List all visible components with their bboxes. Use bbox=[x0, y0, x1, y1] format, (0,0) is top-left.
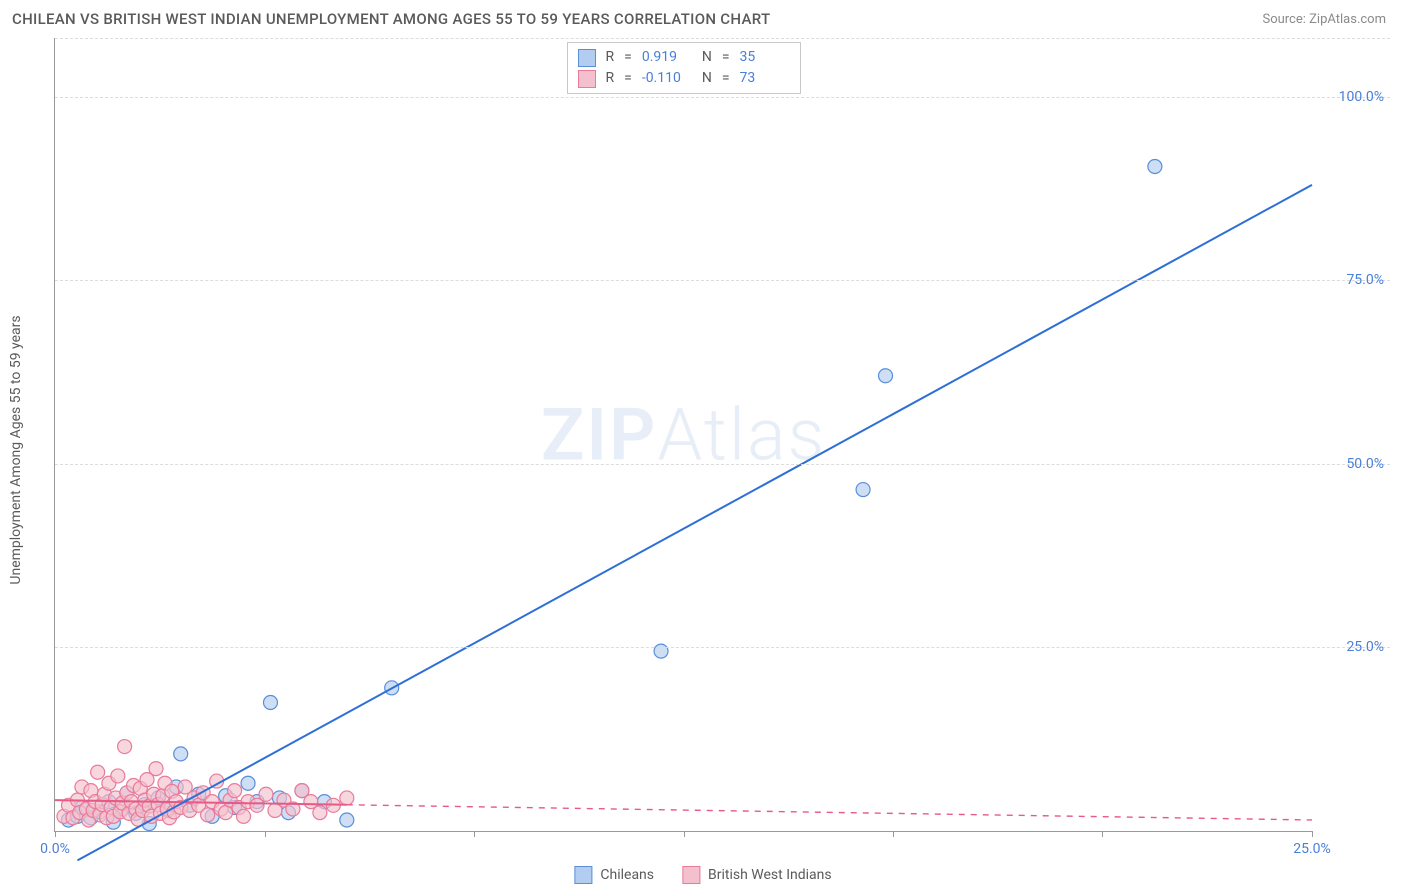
chart-header: CHILEAN VS BRITISH WEST INDIAN UNEMPLOYM… bbox=[0, 0, 1406, 34]
y-axis-label: Unemployment Among Ages 55 to 59 years bbox=[8, 315, 24, 584]
data-point bbox=[241, 776, 255, 790]
data-point bbox=[91, 765, 105, 779]
r-label: R bbox=[605, 68, 614, 89]
grid-line bbox=[55, 38, 1390, 39]
r-label: R bbox=[605, 47, 614, 68]
grid-line bbox=[55, 280, 1390, 281]
data-point bbox=[174, 747, 188, 761]
x-tick bbox=[1312, 831, 1313, 837]
data-point bbox=[340, 791, 354, 805]
trend-line bbox=[77, 185, 1312, 861]
legend-label: Chileans bbox=[600, 867, 654, 883]
series-swatch bbox=[577, 49, 595, 67]
data-point bbox=[259, 787, 273, 801]
chart-container: Unemployment Among Ages 55 to 59 years Z… bbox=[40, 38, 1390, 846]
grid-line bbox=[55, 647, 1390, 648]
trend-line-extrapolated bbox=[347, 805, 1312, 820]
data-point bbox=[879, 369, 893, 383]
n-value: 73 bbox=[740, 68, 790, 89]
legend-swatch bbox=[682, 866, 700, 884]
r-value: 0.919 bbox=[642, 47, 692, 68]
data-point bbox=[118, 740, 132, 754]
x-tick bbox=[474, 831, 475, 837]
stats-row: R = -0.110 N = 73 bbox=[577, 68, 789, 89]
x-tick bbox=[893, 831, 894, 837]
x-tick-label: 0.0% bbox=[40, 841, 70, 857]
r-value: -0.110 bbox=[642, 68, 692, 89]
grid-line bbox=[55, 464, 1390, 465]
n-label: N bbox=[702, 47, 712, 68]
y-tick-label: 50.0% bbox=[1346, 456, 1384, 472]
data-point bbox=[654, 644, 668, 658]
chart-legend: Chileans British West Indians bbox=[574, 866, 831, 884]
data-point bbox=[263, 696, 277, 710]
data-point bbox=[1148, 159, 1162, 173]
legend-item: Chileans bbox=[574, 866, 654, 884]
y-tick-label: 75.0% bbox=[1346, 272, 1384, 288]
eq-label: = bbox=[722, 47, 730, 68]
n-value: 35 bbox=[740, 47, 790, 68]
x-tick bbox=[1102, 831, 1103, 837]
scatter-plot-svg bbox=[55, 38, 1312, 831]
correlation-stats-box: R = 0.919 N = 35 R = -0.110 N = 73 bbox=[566, 42, 800, 94]
x-tick-label: 25.0% bbox=[1293, 841, 1331, 857]
data-point bbox=[237, 809, 251, 823]
data-point bbox=[228, 784, 242, 798]
x-tick bbox=[684, 831, 685, 837]
y-tick-label: 100.0% bbox=[1339, 89, 1384, 105]
data-point bbox=[149, 762, 163, 776]
data-point bbox=[111, 769, 125, 783]
data-point bbox=[201, 808, 215, 822]
eq-label: = bbox=[624, 68, 632, 89]
x-tick bbox=[265, 831, 266, 837]
eq-label: = bbox=[722, 68, 730, 89]
plot-area: ZIPAtlas R=0.919N=35R=-0.110N=73 25.0%50… bbox=[54, 38, 1312, 832]
data-point bbox=[313, 806, 327, 820]
grid-line bbox=[55, 97, 1390, 98]
n-label: N bbox=[702, 68, 712, 89]
x-tick bbox=[55, 831, 56, 837]
legend-item: British West Indians bbox=[682, 866, 832, 884]
legend-label: British West Indians bbox=[708, 867, 832, 883]
legend-swatch bbox=[574, 866, 592, 884]
y-tick-label: 25.0% bbox=[1346, 639, 1384, 655]
eq-label: = bbox=[624, 47, 632, 68]
chart-title: CHILEAN VS BRITISH WEST INDIAN UNEMPLOYM… bbox=[12, 10, 770, 28]
stats-row: R = 0.919 N = 35 bbox=[577, 47, 789, 68]
data-point bbox=[856, 483, 870, 497]
series-swatch bbox=[577, 70, 595, 88]
source-attribution: Source: ZipAtlas.com bbox=[1262, 12, 1386, 27]
data-point bbox=[340, 813, 354, 827]
